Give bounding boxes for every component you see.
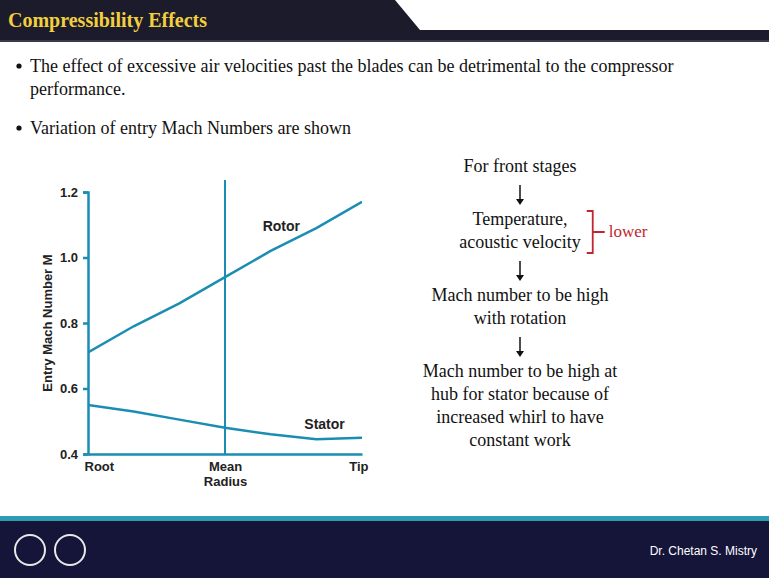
flow-text: acoustic velocity bbox=[459, 232, 580, 252]
flow-arrow bbox=[519, 185, 521, 200]
flow-text: increased whirl to have bbox=[436, 407, 603, 427]
x-tick-label: Root bbox=[85, 459, 115, 474]
series-line bbox=[88, 202, 362, 353]
bullet-text: Variation of entry Mach Numbers are show… bbox=[30, 118, 351, 138]
y-tick: 0.6 bbox=[60, 381, 88, 396]
footer-logo bbox=[15, 535, 45, 565]
series-label: Rotor bbox=[263, 218, 301, 234]
presenter-name: Dr. Chetan S. Mistry bbox=[650, 544, 757, 558]
bullet-text: The effect of excessive air velocities p… bbox=[30, 56, 673, 76]
x-axis: Root MeanRadius Tip bbox=[85, 454, 369, 489]
y-tick-mark bbox=[83, 257, 88, 260]
plot-area bbox=[88, 202, 362, 439]
bullet-dot bbox=[16, 63, 21, 68]
header-rule bbox=[0, 40, 769, 42]
x-tick: MeanRadius bbox=[204, 454, 247, 489]
y-tick-label: 1.2 bbox=[60, 185, 78, 200]
footer-band bbox=[0, 521, 769, 578]
y-tick: 0.8 bbox=[60, 316, 88, 331]
y-tick-label: 0.8 bbox=[60, 316, 78, 331]
series-line bbox=[88, 405, 362, 439]
y-tick-label: 1.0 bbox=[60, 250, 78, 265]
slide: Compressibility Effects The effect of exc… bbox=[0, 0, 769, 578]
flow-text: Mach number to be high at bbox=[423, 361, 617, 381]
flow-text: with rotation bbox=[474, 308, 567, 328]
header-tab bbox=[395, 0, 769, 30]
flow-text: For front stages bbox=[464, 156, 577, 176]
header-band bbox=[0, 0, 769, 40]
footer-logo bbox=[55, 535, 85, 565]
y-axis: 0.4 0.6 0.8 1.0 1.2 bbox=[60, 185, 89, 462]
bullet-dot bbox=[16, 125, 21, 130]
flow-note: lower bbox=[609, 222, 648, 241]
y-tick-mark bbox=[83, 453, 88, 456]
y-tick: 1.0 bbox=[60, 250, 88, 265]
y-tick-mark bbox=[83, 191, 88, 194]
flow-arrow-head bbox=[516, 275, 524, 281]
flow-arrow-head bbox=[516, 351, 524, 357]
flow-arrow bbox=[519, 337, 521, 352]
series-label: Stator bbox=[304, 416, 345, 432]
y-tick-label: 0.6 bbox=[60, 381, 78, 396]
flow-arrow-head bbox=[516, 199, 524, 205]
y-tick-mark bbox=[83, 322, 88, 325]
footer-rule bbox=[0, 516, 769, 521]
category-line bbox=[224, 180, 226, 454]
x-tick-label: Tip bbox=[349, 459, 368, 474]
flow: For front stages Temperature, acoustic vel… bbox=[423, 156, 648, 450]
y-axis-line bbox=[83, 193, 89, 455]
y-axis-title: Entry Mach Number M bbox=[40, 254, 55, 391]
x-tick: Root bbox=[85, 454, 115, 474]
bullet-text: performance. bbox=[30, 79, 125, 99]
x-tick: Tip bbox=[349, 454, 368, 474]
note-bracket bbox=[587, 211, 605, 253]
y-tick-label: 0.4 bbox=[60, 447, 79, 462]
flow-text: constant work bbox=[469, 430, 570, 450]
flow-arrow bbox=[519, 261, 521, 276]
y-tick: 1.2 bbox=[60, 185, 88, 200]
flow-text: Mach number to be high bbox=[432, 285, 609, 305]
flow-text: hub for stator because of bbox=[431, 384, 609, 404]
flow-text: Temperature, bbox=[472, 209, 567, 229]
slide-title: Compressibility Effects bbox=[8, 9, 207, 32]
x-tick-label: MeanRadius bbox=[204, 459, 247, 489]
y-tick-mark bbox=[83, 388, 88, 391]
chart: 0.4 0.6 0.8 1.0 1.2 Root MeanRadius Tip Entry Ma… bbox=[40, 180, 369, 489]
